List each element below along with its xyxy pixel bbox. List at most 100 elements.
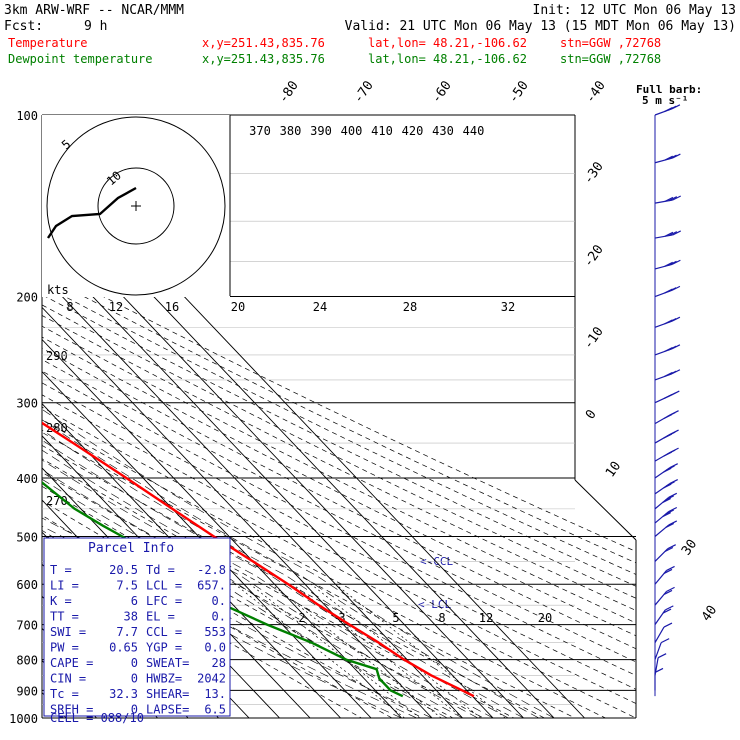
wind-barb-flag xyxy=(664,546,674,553)
dew-coords: x,y=251.43,835.76 xyxy=(202,52,325,66)
hodo-ring-inner xyxy=(97,167,175,245)
speed-tick-label: 8 xyxy=(66,300,73,314)
parcel-value: 0. xyxy=(212,610,226,624)
theta-label: 420 xyxy=(402,124,424,138)
theta-label: 430 xyxy=(432,124,454,138)
moist-adiabat xyxy=(42,296,402,718)
parcel-value: 7.7 xyxy=(116,625,138,639)
parcel-value: 0. xyxy=(212,594,226,608)
wind-barb-flag xyxy=(668,231,678,237)
wind-barb-flag xyxy=(664,231,674,237)
parcel-value: 0.65 xyxy=(109,641,138,655)
isotherm-right-label: 30 xyxy=(679,537,700,558)
moist-adiabat xyxy=(42,296,433,718)
hodo-kts-label: kts xyxy=(47,283,69,297)
isobar-label: 500 xyxy=(16,530,38,544)
wind-barb-flag xyxy=(665,509,675,515)
mixing-ratio-label: 8 xyxy=(438,611,445,625)
dry-adiabat xyxy=(42,115,576,718)
wind-barb-flag xyxy=(660,638,670,644)
moist-adiabat xyxy=(42,296,417,718)
dry-adiabat xyxy=(42,115,636,718)
dry-adiabat xyxy=(42,115,545,718)
parcel-label: Tc = xyxy=(50,687,79,701)
mixing-ratio-label: 20 xyxy=(538,611,552,625)
wind-barb-flag xyxy=(672,195,681,201)
dry-adiabat xyxy=(42,115,636,718)
wind-barb-flag xyxy=(664,261,674,267)
dry-adiabat xyxy=(42,115,606,718)
dry-adiabat xyxy=(42,115,636,718)
parcel-label: CAPE = xyxy=(50,656,93,670)
legend-dewpoint: Dewpoint temperature xyxy=(8,52,153,66)
speed-tick-label: 12 xyxy=(109,300,123,314)
temp-latlon: lat,lon= 48.21,-106.62 xyxy=(368,36,527,50)
wind-barb-flag xyxy=(668,260,677,266)
parcel-value: 0 xyxy=(131,656,138,670)
right-axis-slant xyxy=(574,479,637,541)
isotherm-top-label: -60 xyxy=(429,78,455,106)
mixing-ratio-line xyxy=(310,583,482,718)
parcel-value: 2042 xyxy=(197,672,226,686)
wind-barb-flag xyxy=(664,155,674,161)
isotherm-right-label: -20 xyxy=(581,242,607,270)
wind-barb-flag xyxy=(666,586,675,592)
legend-temperature: Temperature xyxy=(8,36,87,50)
mixing-ratio-line xyxy=(234,583,405,718)
parcel-value: 7.5 xyxy=(116,579,138,593)
parcel-info-title: Parcel Info xyxy=(88,541,174,556)
parcel-label: LFC = xyxy=(146,594,182,608)
wind-barb-flag xyxy=(663,433,672,439)
wind-barb-flag xyxy=(664,288,673,294)
mixing-ratio-line xyxy=(249,583,421,718)
wind-barb-flag xyxy=(664,107,673,113)
parcel-value: 0 xyxy=(131,703,138,717)
parcel-value: 32.3 xyxy=(109,687,138,701)
wind-barb-flag xyxy=(664,346,673,353)
dry-adiabat xyxy=(42,115,636,718)
profile-traces xyxy=(42,115,475,698)
init-time: Init: 12 UTC Mon 06 May 13 xyxy=(533,3,737,18)
parcel-label: K = xyxy=(50,594,72,608)
dewpoint-trace xyxy=(42,115,404,698)
dew-station: stn=GGW ,72768 xyxy=(560,52,661,66)
wind-barb-flag xyxy=(662,608,672,614)
isobar-label: 1000 xyxy=(9,712,38,726)
wind-barb-flag xyxy=(664,371,673,378)
wind-barb-flag xyxy=(668,154,677,160)
parcel-value: 6 xyxy=(131,594,138,608)
wind-barb-flag xyxy=(672,153,681,159)
parcel-label: Td = xyxy=(146,563,175,577)
wind-barb-flag xyxy=(662,512,671,518)
isobar-label: 800 xyxy=(16,654,38,668)
theta-label: 400 xyxy=(341,124,363,138)
parcel-label: SWEAT= xyxy=(146,656,189,670)
wind-barb-flag xyxy=(665,522,675,528)
isotherm-top-label: -70 xyxy=(351,78,377,106)
parcel-label: LCL = xyxy=(146,579,182,593)
dry-adiabat xyxy=(42,115,636,718)
mixing-ratio-label: 5 xyxy=(392,611,399,625)
parcel-value: 657. xyxy=(197,579,226,593)
isobar-label: 300 xyxy=(16,397,38,411)
wind-barb-flag xyxy=(654,667,664,673)
isotherm-line xyxy=(42,115,463,718)
theta-label: 370 xyxy=(249,124,271,138)
parcel-value: 20.5 xyxy=(109,563,138,577)
wind-barb-flag xyxy=(663,393,673,399)
wind-barb-flag xyxy=(668,506,678,513)
fcst-value: 9 h xyxy=(84,19,107,34)
moist-adiabat xyxy=(42,296,448,718)
moist-adiabat xyxy=(42,296,478,718)
wind-barb-flag xyxy=(665,495,675,501)
wind-barb-flag xyxy=(672,230,681,236)
isotherm-line xyxy=(42,115,494,718)
parcel-cell: CELL = 088/10 xyxy=(50,711,144,725)
parcel-label: CCL = xyxy=(146,625,182,639)
speed-tick-label: 32 xyxy=(501,300,515,314)
fcst-label: Fcst: xyxy=(4,19,43,34)
theta-label: 390 xyxy=(310,124,332,138)
parcel-value: 13. xyxy=(204,687,226,701)
isotherm-line xyxy=(42,115,372,718)
